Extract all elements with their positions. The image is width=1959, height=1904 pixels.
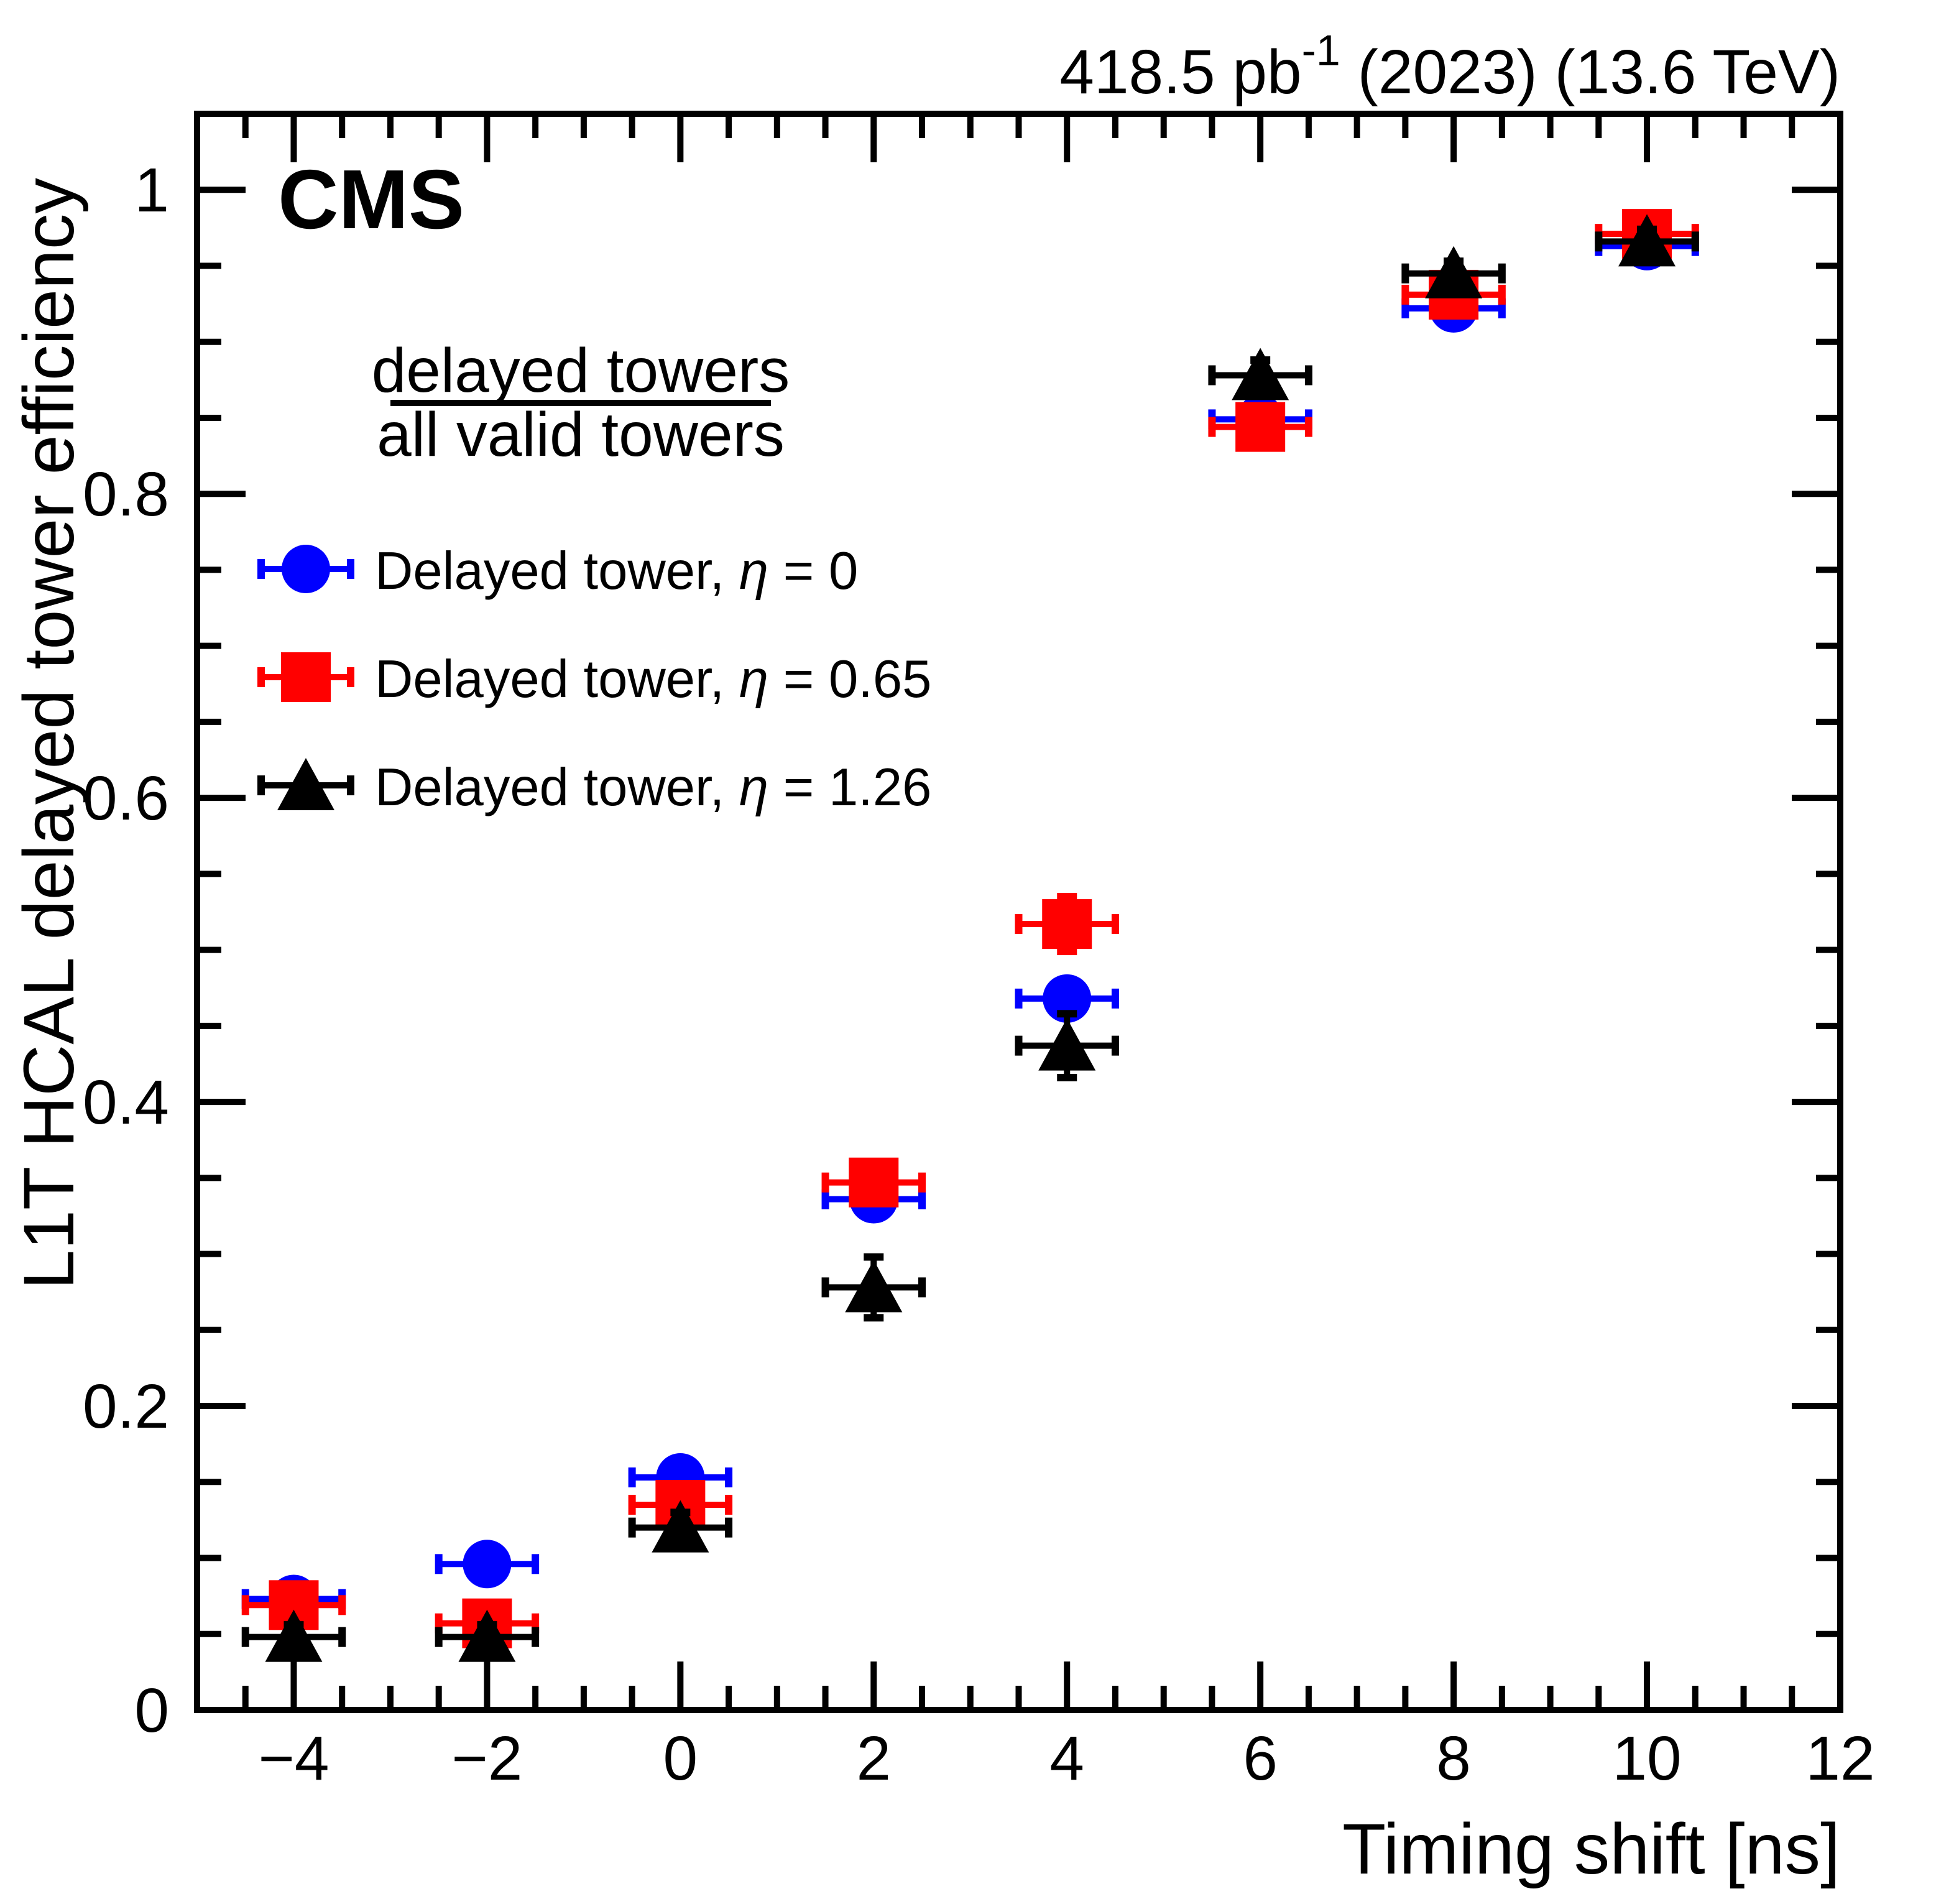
x-error-cap [821, 1277, 829, 1298]
marker-square [281, 652, 331, 702]
marker-square [849, 1157, 899, 1208]
marker-circle [282, 545, 330, 593]
x-error-cap [338, 1595, 346, 1615]
legend-item-label: Delayed tower, η = 0 [375, 542, 858, 601]
marker-circle [1043, 974, 1092, 1023]
x-error-cap [1498, 284, 1506, 305]
y-tick-label: 1 [134, 155, 169, 225]
marker-triangle [1425, 246, 1483, 298]
marker-triangle [845, 1260, 903, 1313]
x-error-cap [725, 1494, 733, 1515]
x-error-cap [725, 1517, 733, 1538]
plot-frame [194, 111, 1843, 1713]
y-error-cap [1057, 1010, 1077, 1018]
y-error-cap [1057, 948, 1077, 956]
marker-square [1235, 402, 1286, 452]
marker-triangle [265, 1609, 323, 1662]
x-tick-label: 8 [1436, 1724, 1471, 1793]
x-error-cap [628, 1517, 636, 1538]
x-tick-label: 0 [663, 1724, 698, 1793]
y-error-cap [864, 1314, 884, 1322]
ratio-denominator-label: all valid towers [377, 400, 785, 469]
y-error-cap [1057, 893, 1077, 901]
x-error-cap [435, 1627, 443, 1647]
y-tick-label: 0.2 [83, 1372, 169, 1441]
x-tick-label: 6 [1243, 1724, 1278, 1793]
x-error-cap [1304, 365, 1312, 386]
x-tick-label: −4 [258, 1724, 329, 1793]
x-error-cap [1691, 231, 1699, 252]
x-error-cap [1015, 1035, 1023, 1056]
x-error-cap [1015, 988, 1023, 1009]
x-axis-title: Timing shift [ns] [1342, 1809, 1840, 1889]
x-error-cap [918, 1277, 926, 1298]
x-error-cap [347, 775, 354, 795]
marker-triangle [1232, 348, 1289, 400]
x-error-cap [918, 1189, 926, 1209]
marker-triangle [277, 758, 334, 810]
x-error-cap [1111, 1035, 1119, 1056]
marker-triangle [1038, 1018, 1096, 1071]
marker-circle [463, 1540, 512, 1589]
x-tick-label: 4 [1049, 1724, 1084, 1793]
x-error-cap [338, 1627, 346, 1647]
x-error-cap [1208, 365, 1216, 386]
x-error-cap [1111, 914, 1119, 935]
y-tick-label: 0.8 [83, 460, 169, 529]
x-error-cap [257, 559, 265, 579]
x-error-cap [347, 667, 354, 687]
x-error-cap [1208, 417, 1216, 437]
x-error-cap [1498, 263, 1506, 284]
marker-square [1042, 899, 1092, 950]
marker-triangle [1618, 214, 1676, 267]
marker-triangle [458, 1609, 516, 1662]
x-tick-label: 2 [856, 1724, 891, 1793]
legend-item-label: Delayed tower, η = 0.65 [375, 650, 931, 709]
x-error-cap [821, 1172, 829, 1193]
x-tick-label: −2 [451, 1724, 522, 1793]
x-error-cap [821, 1189, 829, 1209]
x-error-cap [725, 1467, 733, 1487]
x-error-cap [1304, 417, 1312, 437]
y-tick-label: 0 [134, 1676, 169, 1745]
y-tick-label: 0.4 [83, 1068, 169, 1137]
x-error-cap [532, 1627, 540, 1647]
x-tick-label: 10 [1612, 1724, 1681, 1793]
x-error-cap [241, 1627, 249, 1647]
x-error-cap [628, 1494, 636, 1515]
y-error-cap [864, 1253, 884, 1261]
lumi-label: 418.5 pb-1 (2023) (13.6 TeV) [1059, 26, 1840, 107]
x-error-cap [257, 667, 265, 687]
x-error-cap [257, 775, 265, 795]
x-error-cap [532, 1554, 540, 1574]
x-tick-label: 12 [1805, 1724, 1874, 1793]
x-error-cap [918, 1172, 926, 1193]
x-error-cap [1111, 988, 1119, 1009]
marker-triangle [652, 1500, 709, 1553]
x-error-cap [1015, 914, 1023, 935]
x-error-cap [1401, 284, 1409, 305]
cms-label: CMS [278, 152, 464, 246]
y-error-cap [1057, 1073, 1077, 1081]
x-error-cap [628, 1467, 636, 1487]
plot-generated-content: −4 −2 0 2 4 6 8 10 12 0 0.2 0.4 0.6 0.8 1 418.5 pb-1 (2… [83, 26, 1875, 1793]
y-tick-label: 0.6 [83, 764, 169, 833]
x-error-cap [1401, 263, 1409, 284]
y-axis-title: L1T HCAL delayed tower efficiency [9, 178, 89, 1290]
ratio-numerator-label: delayed towers [372, 336, 790, 405]
x-error-cap [241, 1595, 249, 1615]
x-error-cap [435, 1554, 443, 1574]
legend-item-label: Delayed tower, η = 1.26 [375, 758, 931, 817]
x-error-cap [1595, 231, 1603, 252]
x-error-cap [347, 559, 354, 579]
